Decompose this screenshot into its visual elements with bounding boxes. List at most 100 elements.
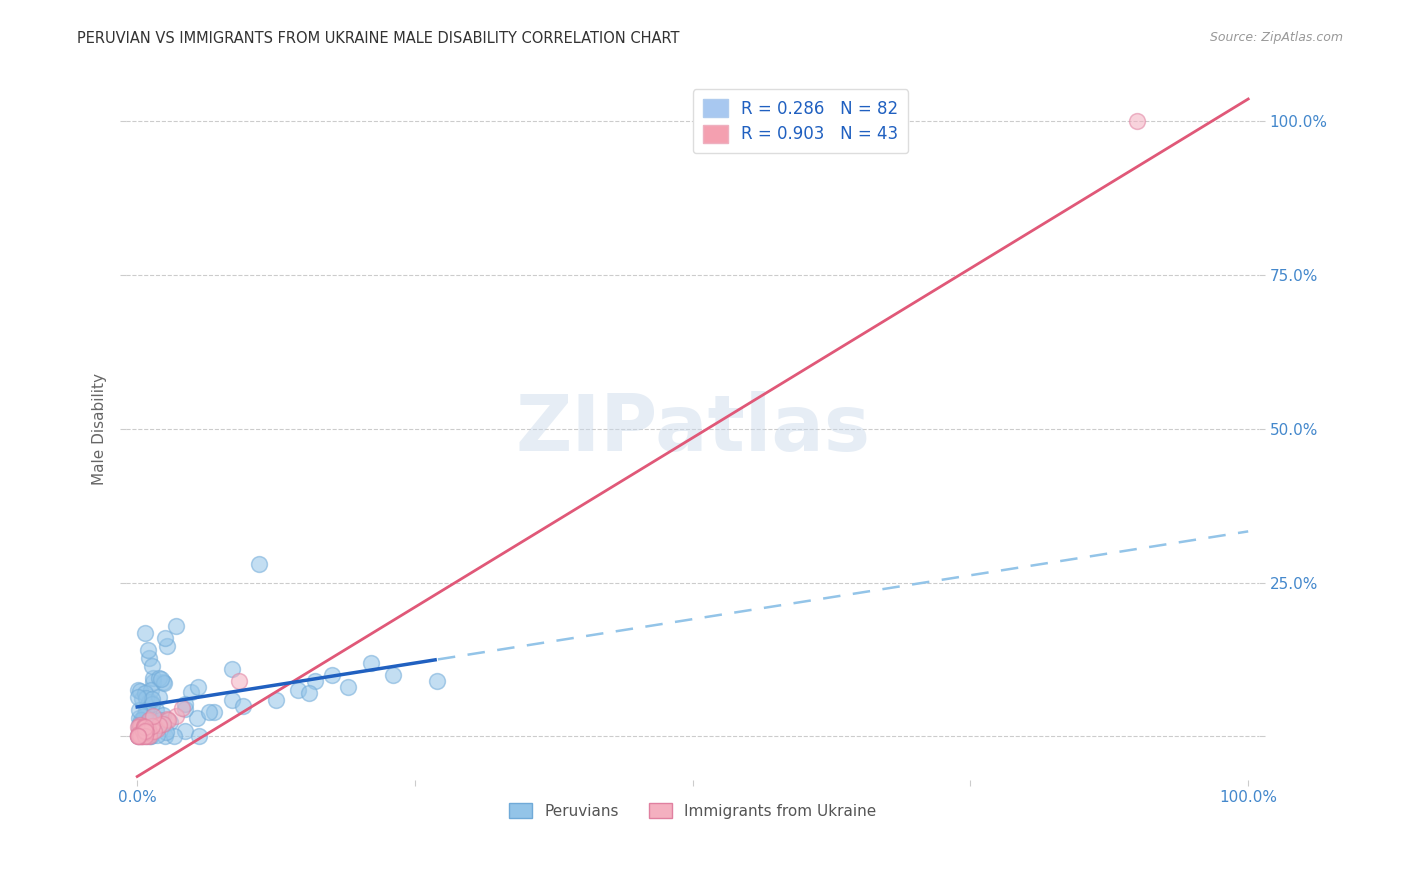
Point [162, 730, 184, 744]
Point [426, 674, 449, 689]
Point [172, 701, 194, 715]
Point [132, 715, 155, 730]
Point [221, 692, 243, 706]
Point [138, 713, 160, 727]
Point [131, 723, 153, 738]
Y-axis label: Male Disability: Male Disability [93, 373, 107, 484]
Point [143, 715, 166, 730]
Point [129, 718, 152, 732]
Point [131, 730, 153, 744]
Point [134, 728, 156, 742]
Point [136, 643, 159, 657]
Point [146, 728, 169, 742]
Point [131, 715, 153, 730]
Point [128, 723, 150, 738]
Point [138, 715, 160, 730]
Point [142, 671, 165, 685]
Point [145, 703, 167, 717]
Point [138, 726, 160, 740]
Point [139, 730, 162, 744]
Point [143, 724, 166, 739]
Point [187, 680, 209, 694]
Point [143, 721, 166, 735]
Point [180, 685, 202, 699]
Point [132, 712, 155, 726]
Text: PERUVIAN VS IMMIGRANTS FROM UKRAINE MALE DISABILITY CORRELATION CHART: PERUVIAN VS IMMIGRANTS FROM UKRAINE MALE… [77, 31, 681, 46]
Point [129, 719, 152, 733]
Point [165, 709, 187, 723]
Point [134, 724, 156, 739]
Text: Source: ZipAtlas.com: Source: ZipAtlas.com [1209, 31, 1343, 45]
Point [155, 712, 177, 726]
Point [135, 703, 157, 717]
Point [138, 650, 160, 665]
Point [132, 730, 155, 744]
Point [128, 730, 150, 744]
Point [127, 690, 149, 705]
Point [174, 701, 197, 715]
Point [152, 675, 174, 690]
Point [321, 668, 343, 682]
Point [138, 708, 160, 723]
Point [148, 718, 170, 732]
Point [135, 730, 157, 744]
Point [134, 686, 156, 700]
Point [152, 708, 174, 723]
Point [139, 722, 162, 736]
Point [136, 720, 159, 734]
Point [150, 672, 173, 686]
Point [150, 717, 173, 731]
Point [136, 721, 159, 735]
Point [141, 719, 163, 733]
Point [132, 709, 155, 723]
Point [153, 631, 176, 645]
Point [134, 720, 156, 734]
Point [149, 714, 172, 728]
Point [135, 720, 157, 734]
Point [127, 729, 149, 743]
Point [287, 683, 309, 698]
Point [142, 675, 165, 690]
Point [188, 730, 211, 744]
Point [139, 695, 162, 709]
Point [228, 674, 250, 689]
Point [148, 671, 170, 685]
Point [135, 698, 157, 713]
Point [131, 691, 153, 706]
Point [131, 730, 153, 744]
Point [139, 729, 162, 743]
Point [127, 728, 149, 742]
Point [141, 691, 163, 706]
Point [360, 656, 382, 670]
Point [156, 640, 179, 654]
Point [135, 730, 157, 744]
Point [128, 727, 150, 741]
Point [141, 658, 163, 673]
Point [232, 698, 254, 713]
Point [134, 626, 156, 640]
Point [159, 714, 181, 729]
Point [149, 714, 172, 729]
Point [264, 692, 287, 706]
Point [139, 683, 162, 698]
Point [136, 723, 159, 737]
Point [174, 723, 197, 738]
Point [134, 730, 156, 744]
Point [153, 676, 176, 690]
Point [298, 686, 321, 700]
Point [135, 691, 157, 706]
Point [155, 725, 177, 739]
Point [127, 730, 149, 744]
Point [337, 680, 360, 694]
Point [131, 720, 153, 734]
Point [128, 723, 150, 737]
Point [152, 716, 174, 731]
Point [221, 662, 243, 676]
Point [129, 713, 152, 727]
Point [304, 674, 326, 689]
Point [247, 557, 270, 571]
Point [138, 730, 160, 744]
Point [127, 720, 149, 734]
Point [127, 730, 149, 744]
Point [132, 723, 155, 738]
